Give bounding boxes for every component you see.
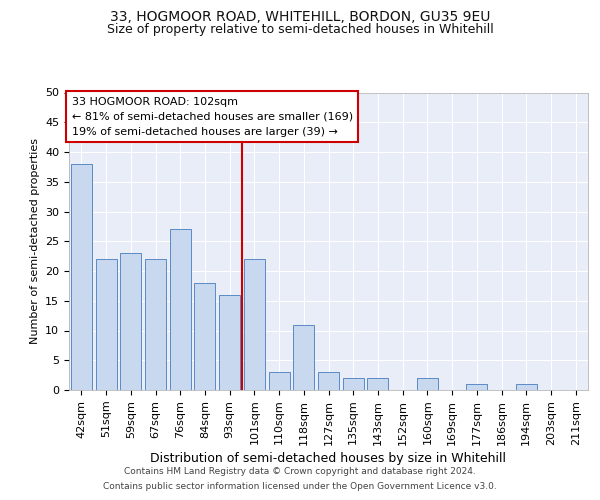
Bar [269,372,290,390]
Text: Size of property relative to semi-detached houses in Whitehill: Size of property relative to semi-detach… [107,22,493,36]
Bar [120,253,141,390]
Bar [219,295,240,390]
Text: 33, HOGMOOR ROAD, WHITEHILL, BORDON, GU35 9EU: 33, HOGMOOR ROAD, WHITEHILL, BORDON, GU3… [110,10,490,24]
Bar [244,259,265,390]
Bar [318,372,339,390]
Bar [95,259,116,390]
Bar [367,378,388,390]
Text: Contains HM Land Registry data © Crown copyright and database right 2024.: Contains HM Land Registry data © Crown c… [124,467,476,476]
Bar [466,384,487,390]
Bar [293,324,314,390]
Bar [516,384,537,390]
Bar [343,378,364,390]
Bar [170,230,191,390]
Bar [417,378,438,390]
Text: Contains public sector information licensed under the Open Government Licence v3: Contains public sector information licen… [103,482,497,491]
Text: 33 HOGMOOR ROAD: 102sqm
← 81% of semi-detached houses are smaller (169)
19% of s: 33 HOGMOOR ROAD: 102sqm ← 81% of semi-de… [71,97,353,136]
Bar [145,259,166,390]
Bar [194,283,215,390]
Bar [71,164,92,390]
Y-axis label: Number of semi-detached properties: Number of semi-detached properties [29,138,40,344]
X-axis label: Distribution of semi-detached houses by size in Whitehill: Distribution of semi-detached houses by … [151,452,506,464]
